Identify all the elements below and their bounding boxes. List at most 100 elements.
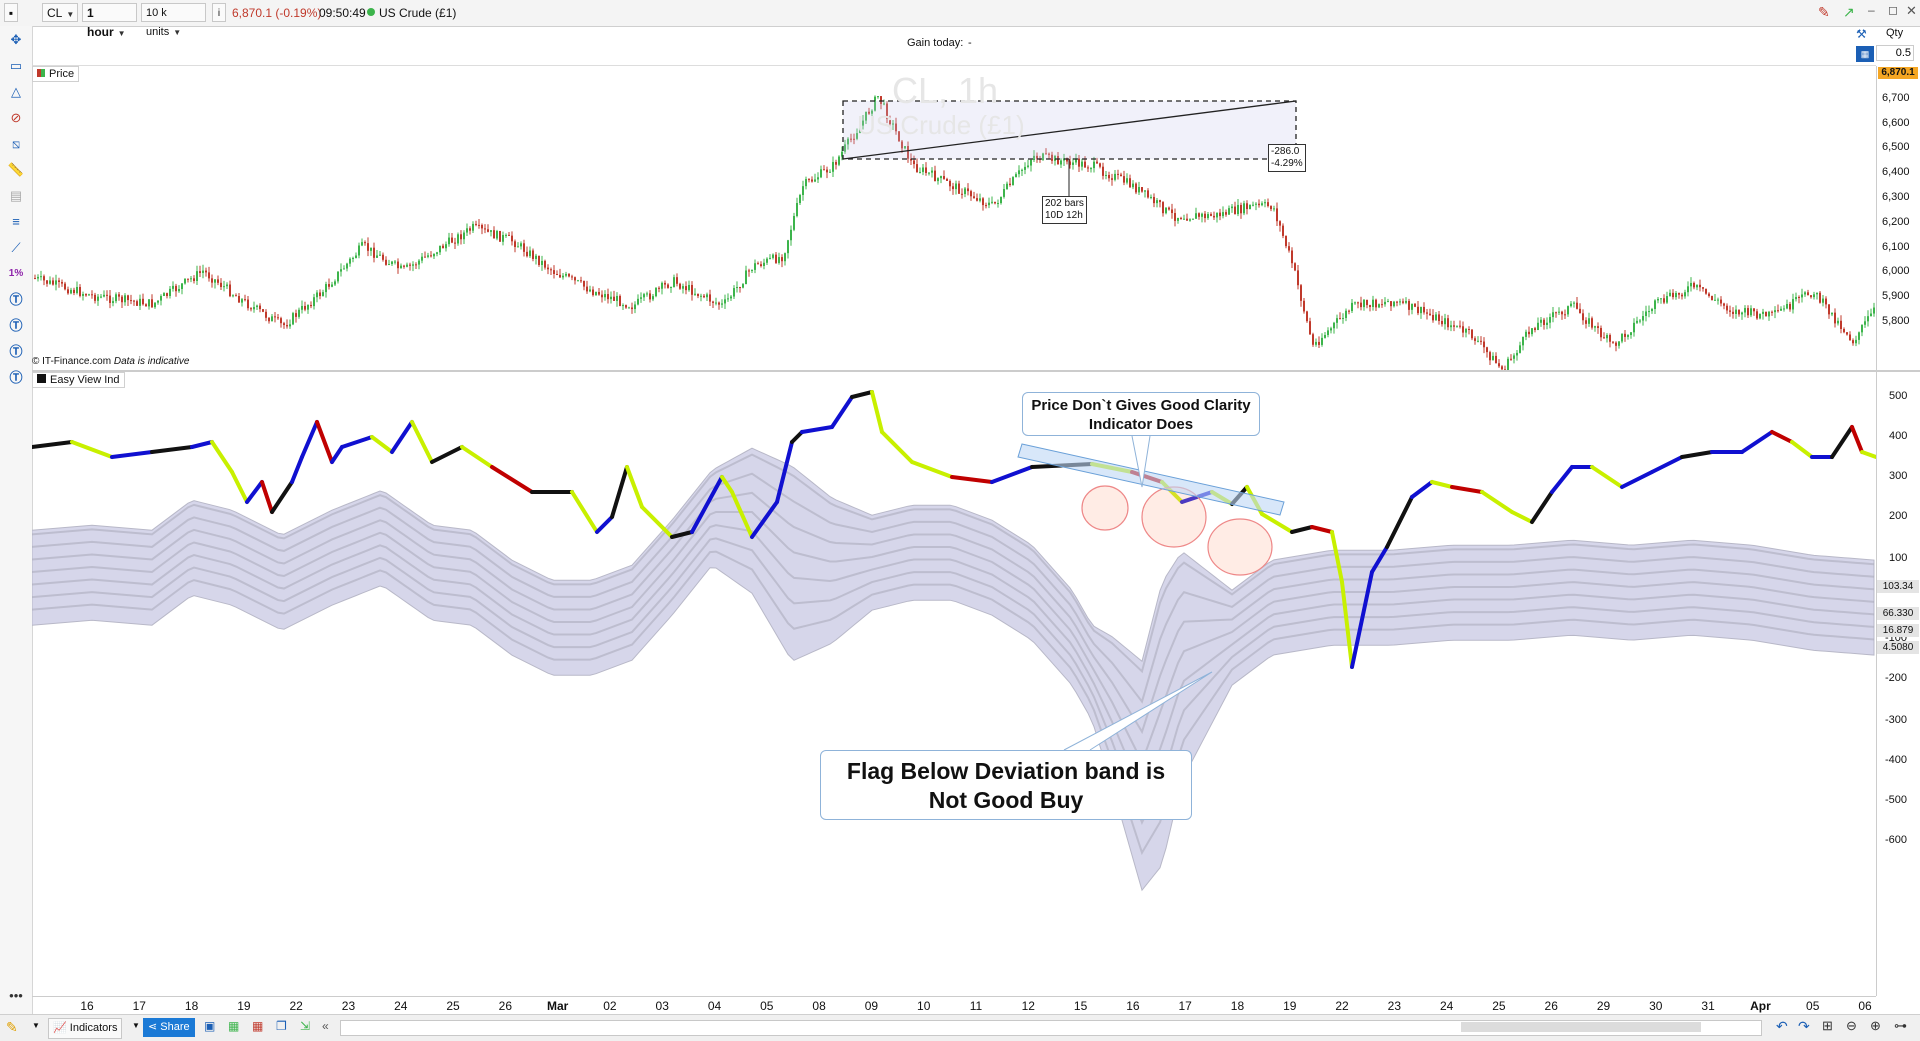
zoom-in-icon[interactable]: ⊕ bbox=[1870, 1018, 1881, 1033]
panel-divider[interactable] bbox=[32, 370, 1920, 372]
scrollbar-thumb[interactable] bbox=[1461, 1022, 1701, 1032]
scale-icon[interactable]: ⊶ bbox=[1894, 1018, 1907, 1033]
redo-icon[interactable]: ↷ bbox=[1798, 1018, 1810, 1034]
price-candle bbox=[1726, 303, 1728, 314]
text-tool-icon[interactable]: Ⓣ bbox=[9, 370, 23, 385]
triangle-icon[interactable]: △ bbox=[11, 84, 21, 99]
double-chevron-left-icon[interactable]: « bbox=[322, 1019, 329, 1033]
minimize-icon[interactable]: – bbox=[1868, 3, 1875, 17]
timeframe-select[interactable]: 1 hour ▼ bbox=[82, 3, 137, 39]
price-candle bbox=[451, 232, 453, 244]
price-axis-tick: 6,300 bbox=[1882, 191, 1910, 203]
price-candle bbox=[1627, 334, 1629, 340]
comment-icon[interactable]: ▣ bbox=[204, 1019, 216, 1033]
panel-toggle[interactable]: ▪ bbox=[4, 3, 18, 22]
price-candle bbox=[925, 162, 927, 176]
price-candle bbox=[868, 107, 870, 115]
date-tick: 19 bbox=[237, 999, 251, 1013]
drawing-tools-icon[interactable]: ✎ bbox=[1818, 4, 1830, 20]
band-line bbox=[32, 537, 1875, 825]
date-tick: 24 bbox=[394, 999, 408, 1013]
price-candle bbox=[1171, 203, 1173, 219]
text-tool-icon[interactable]: Ⓣ bbox=[9, 344, 23, 359]
price-axis-tick: 6,200 bbox=[1882, 215, 1910, 228]
price-candle bbox=[385, 256, 387, 266]
qty-input[interactable] bbox=[1876, 45, 1914, 61]
text-tool-icon[interactable]: Ⓣ bbox=[9, 318, 23, 333]
share-button[interactable]: ⋖ Share bbox=[143, 1018, 195, 1037]
price-candle bbox=[1306, 310, 1308, 323]
zoom-fit-icon[interactable]: ⊞ bbox=[1822, 1018, 1833, 1033]
undo-icon[interactable]: ↶ bbox=[1776, 1018, 1788, 1034]
price-candle bbox=[1699, 279, 1701, 292]
price-candle bbox=[79, 284, 81, 298]
indicators-button[interactable]: 📈 Indicators bbox=[48, 1018, 123, 1039]
channel-icon[interactable]: ⧅ bbox=[11, 136, 21, 151]
highlight-circle[interactable] bbox=[1081, 485, 1129, 531]
restore-icon[interactable]: ◻ bbox=[1888, 3, 1898, 17]
indicator-legend[interactable]: Easy View Ind bbox=[32, 372, 125, 388]
line-tool-icon[interactable]: ⟋ bbox=[11, 240, 21, 255]
windows-icon[interactable]: ❐ bbox=[276, 1019, 287, 1033]
price-chart-panel[interactable]: Price CL, 1h US Crude (£1) © IT-Finance.… bbox=[32, 66, 1876, 370]
price-legend[interactable]: Price bbox=[32, 66, 80, 82]
percent-icon[interactable]: 1% bbox=[8, 268, 24, 279]
price-candle bbox=[874, 95, 876, 112]
symbol-select[interactable]: CL ▼ bbox=[42, 3, 78, 22]
price-candle bbox=[526, 246, 528, 258]
pencil-icon[interactable]: ✎ bbox=[6, 1019, 18, 1035]
date-tick: 15 bbox=[1073, 999, 1088, 1013]
price-candle bbox=[1597, 322, 1599, 334]
more-icon[interactable]: ••• bbox=[9, 988, 23, 1003]
chevron-down-icon[interactable]: ▼ bbox=[132, 1021, 140, 1030]
price-candle bbox=[673, 274, 675, 288]
date-axis[interactable]: 16 17 18 19 22 23 24 25 26 Mar 02 03 04 05 08 09 10 11 12 1… bbox=[32, 996, 1876, 1015]
price-candle bbox=[613, 290, 615, 301]
keypad-icon[interactable]: ▦ bbox=[1856, 46, 1874, 62]
price-candle bbox=[121, 295, 123, 308]
price-candle bbox=[607, 288, 609, 304]
ellipse-icon[interactable]: ⊘ bbox=[10, 110, 22, 125]
indicator-segment bbox=[1350, 570, 1374, 669]
chevron-down-icon[interactable]: ▼ bbox=[32, 1021, 40, 1030]
price-candle bbox=[112, 297, 114, 307]
price-candle bbox=[1753, 308, 1755, 316]
trade-icon[interactable]: ↗ bbox=[1843, 4, 1855, 20]
price-candle bbox=[970, 189, 972, 201]
table-icon[interactable]: ▦ bbox=[228, 1019, 240, 1033]
units-select[interactable]: 10 k units ▼ bbox=[141, 3, 206, 38]
rectangle-icon[interactable]: ▭ bbox=[9, 58, 23, 73]
price-candle bbox=[730, 295, 732, 302]
price-candle bbox=[1312, 332, 1314, 347]
export-icon[interactable]: ⇲ bbox=[300, 1019, 311, 1033]
close-icon[interactable]: ✕ bbox=[1906, 3, 1917, 18]
wrench-icon[interactable]: ⚒ bbox=[1856, 27, 1867, 41]
price-candle bbox=[832, 156, 834, 178]
measure-trendline[interactable] bbox=[842, 100, 1297, 160]
price-candle bbox=[1693, 281, 1695, 290]
date-tick: Apr bbox=[1750, 999, 1771, 1013]
text-tool-icon[interactable]: Ⓣ bbox=[9, 292, 23, 307]
price-candle bbox=[562, 273, 564, 280]
ruler-icon[interactable]: 📏 bbox=[7, 162, 25, 177]
price-candle bbox=[73, 287, 75, 296]
price-candle bbox=[1000, 196, 1002, 205]
horizontal-scrollbar[interactable] bbox=[340, 1020, 1762, 1036]
indicator-segment bbox=[410, 420, 434, 464]
price-candle bbox=[463, 230, 465, 245]
price-candle bbox=[619, 294, 621, 307]
price-candle bbox=[1186, 213, 1188, 221]
fibonacci-icon[interactable]: ≡ bbox=[12, 214, 20, 229]
indicator-chart-panel[interactable]: Easy View Ind Price Don`t Gives Good Cla… bbox=[32, 372, 1876, 996]
price-axis[interactable]: 6,8006,7006,6006,5006,4006,3006,2006,100… bbox=[1876, 66, 1920, 370]
price-candle bbox=[415, 262, 417, 270]
indicator-axis[interactable]: 500 400 300 200 100 -100 -200 -300 -400 -500 -600 bbox=[1876, 372, 1920, 996]
zoom-out-icon[interactable]: ⊖ bbox=[1846, 1018, 1857, 1033]
document-icon[interactable]: ▤ bbox=[9, 188, 23, 203]
info-icon[interactable]: i bbox=[212, 3, 226, 22]
grid-icon[interactable]: ▦ bbox=[252, 1019, 264, 1033]
trend-arrow-bar[interactable] bbox=[1017, 443, 1285, 516]
move-icon[interactable]: ✥ bbox=[10, 32, 22, 47]
highlight-circle[interactable] bbox=[1207, 518, 1273, 576]
price-candle bbox=[1123, 170, 1125, 186]
